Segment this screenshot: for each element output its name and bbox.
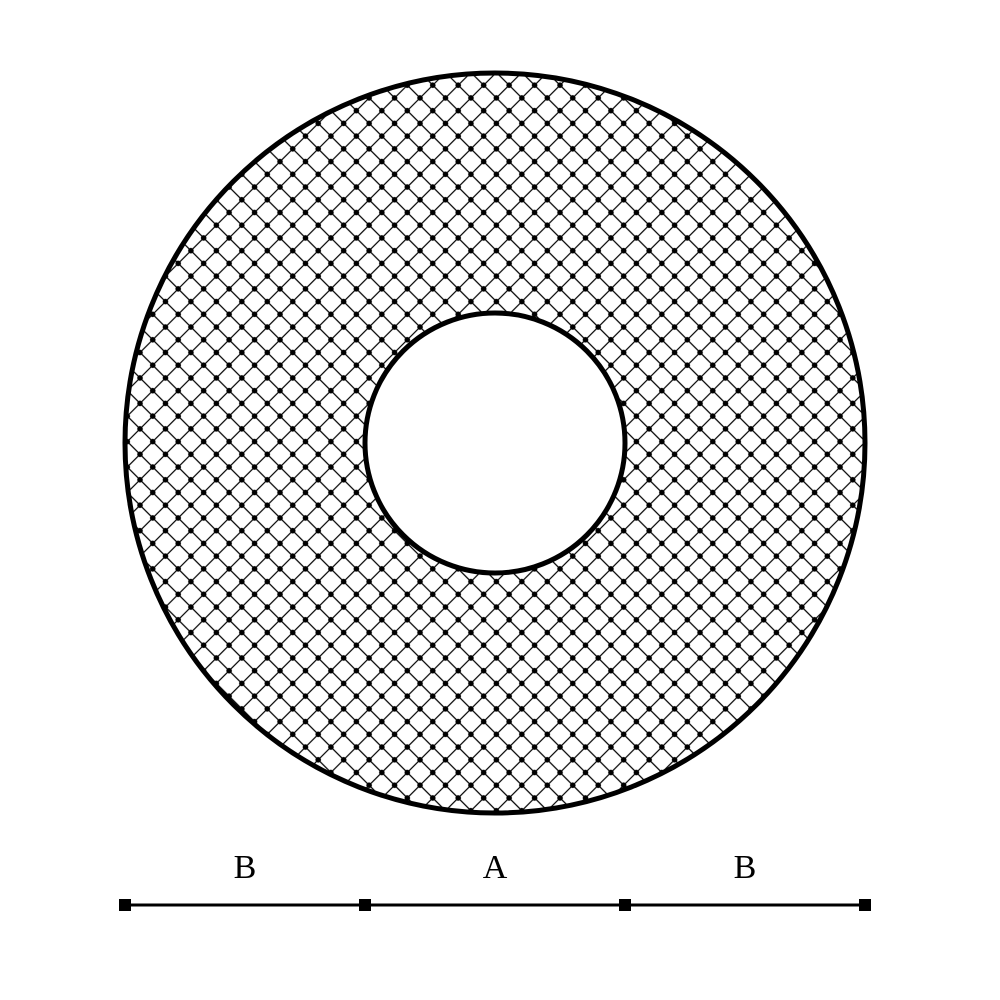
annulus-shape: [125, 73, 865, 813]
dimension-marker: [359, 899, 371, 911]
dimension-label-b: B: [234, 849, 257, 886]
dimension-label-a: A: [483, 849, 508, 886]
dimension-marker: [859, 899, 871, 911]
dimension-marker: [119, 899, 131, 911]
dimension-marker: [619, 899, 631, 911]
dimension-label-b: B: [734, 849, 757, 886]
dimension-line: BAB: [119, 849, 871, 911]
